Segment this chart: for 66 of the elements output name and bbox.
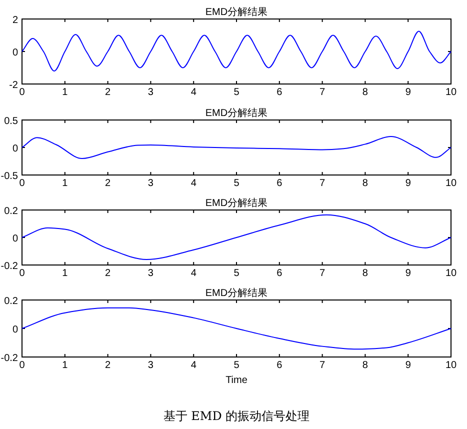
y-tick-label: 0	[12, 144, 18, 154]
chart-title: EMD分解结果	[205, 197, 268, 209]
x-tick-label: 2	[105, 360, 112, 371]
x-tick-label: 5	[234, 268, 240, 279]
chart-title: EMD分解结果	[205, 107, 268, 119]
x-tick-label: 3	[148, 268, 154, 279]
x-tick-label: 2	[105, 87, 112, 98]
y-tick-label: 0	[12, 324, 18, 336]
line-series	[22, 136, 452, 159]
x-axis-title: Time	[226, 375, 248, 386]
line-series	[22, 307, 452, 350]
x-tick-label: 9	[405, 178, 412, 189]
x-tick-label: 2	[105, 178, 112, 189]
y-tick-label: 0.2	[4, 206, 18, 217]
line-series	[22, 30, 452, 72]
x-tick-label: 7	[320, 268, 326, 279]
x-tick-label: 10	[445, 178, 457, 189]
x-tick-label: 5	[234, 87, 240, 98]
x-tick-label: 10	[445, 360, 457, 371]
x-tick-label: 5	[234, 360, 240, 371]
chart-title: EMD分解结果	[205, 287, 268, 299]
y-tick-label: 0.5	[4, 116, 18, 127]
x-tick-label: 9	[405, 268, 412, 279]
x-tick-label: 8	[362, 87, 368, 98]
x-tick-label: 8	[362, 178, 368, 189]
x-tick-label: 0	[19, 360, 26, 371]
x-tick-label: 10	[445, 268, 457, 279]
x-tick-label: 3	[148, 87, 154, 98]
x-tick-label: 3	[148, 360, 154, 371]
x-tick-label: 6	[276, 178, 283, 189]
y-tick-label: -0.2	[0, 353, 18, 364]
x-tick-label: 4	[190, 87, 197, 98]
y-tick-label: -0.2	[0, 261, 18, 272]
line-series	[22, 214, 452, 260]
x-tick-label: 1	[62, 87, 68, 98]
y-tick-label: 0	[12, 234, 18, 244]
x-tick-label: 0	[19, 178, 26, 189]
x-tick-label: 0	[19, 268, 26, 279]
x-tick-label: 6	[276, 268, 283, 279]
x-tick-label: 4	[190, 360, 197, 371]
x-tick-label: 1	[62, 268, 68, 279]
y-tick-label: -2	[9, 80, 18, 91]
x-tick-label: 4	[190, 178, 197, 189]
x-tick-label: 6	[276, 87, 283, 98]
x-tick-label: 7	[320, 360, 326, 371]
text: 基于 EMD 的振动信号处理	[163, 409, 310, 423]
y-tick-label: -0.5	[0, 171, 18, 182]
y-tick-label: 0.2	[4, 296, 18, 307]
x-tick-label: 1	[62, 360, 68, 371]
x-tick-label: 9	[405, 360, 412, 371]
x-tick-label: 0	[19, 87, 26, 98]
x-tick-label: 9	[405, 87, 412, 98]
x-tick-label: 1	[62, 178, 68, 189]
x-tick-label: 3	[148, 178, 154, 189]
x-tick-label: 10	[445, 87, 457, 98]
x-tick-label: 5	[234, 178, 240, 189]
x-tick-label: 2	[105, 268, 112, 279]
x-tick-label: 7	[320, 178, 326, 189]
y-tick-label: 0	[12, 48, 18, 58]
y-tick-label: 2	[12, 15, 18, 26]
x-tick-label: 6	[276, 360, 283, 371]
x-tick-label: 7	[320, 87, 326, 98]
x-tick-label: 8	[362, 268, 368, 279]
x-tick-label: 4	[190, 268, 197, 279]
chart-title: EMD分解结果	[205, 6, 268, 18]
x-tick-label: 8	[362, 360, 368, 371]
